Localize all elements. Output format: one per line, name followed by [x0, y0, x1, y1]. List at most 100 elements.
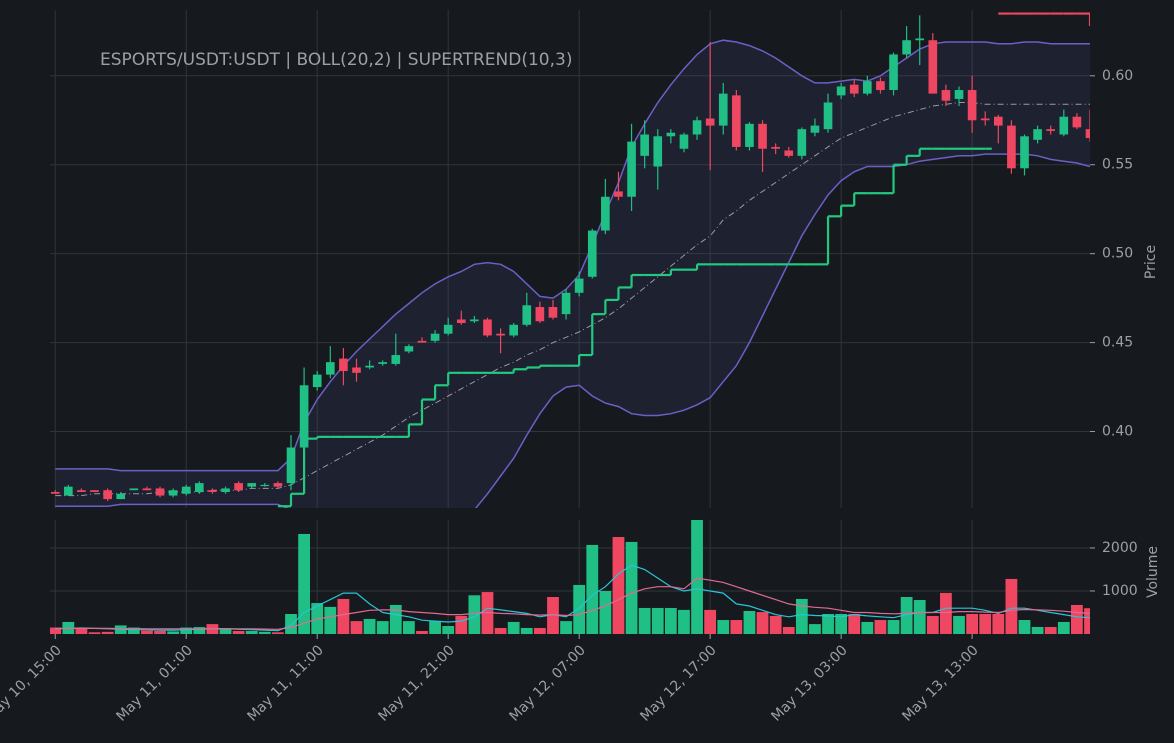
volume-bar	[599, 590, 612, 634]
volume-bar	[1084, 608, 1090, 634]
volume-bar	[1057, 621, 1070, 634]
volume-bar	[88, 632, 101, 634]
candle-body	[601, 196, 610, 231]
volume-bar	[455, 615, 468, 634]
volume-bar	[429, 621, 441, 634]
volume-bar	[245, 630, 258, 634]
volume-bar	[612, 536, 625, 634]
candle-body	[902, 40, 911, 55]
candle-body	[339, 358, 348, 372]
volume-bar	[874, 620, 887, 634]
candle-body	[90, 490, 99, 492]
candle-body	[666, 132, 676, 137]
candle-body	[954, 90, 964, 99]
volume-bar	[756, 612, 769, 634]
volume-bar	[704, 609, 717, 634]
volume-bar	[861, 621, 874, 634]
candle-body	[705, 118, 715, 126]
candle-body	[247, 483, 257, 487]
volume-bar	[1018, 620, 1031, 634]
candle-body	[587, 230, 597, 277]
candle-body	[365, 365, 374, 368]
volume-bar	[664, 607, 677, 634]
volume-bar	[363, 618, 376, 634]
volume-bar	[1031, 626, 1044, 634]
candle-body	[1072, 116, 1082, 128]
candle-body	[391, 355, 401, 364]
volume-bar	[887, 620, 900, 634]
candle-body	[876, 81, 885, 91]
volume-bar	[835, 613, 848, 634]
candle-body	[194, 483, 204, 492]
candle-body	[1020, 136, 1029, 169]
volume-bar	[402, 621, 415, 634]
volume-bar	[625, 541, 638, 634]
candle-body	[863, 81, 872, 94]
candle-body	[771, 146, 780, 149]
volume-bar	[298, 533, 310, 634]
candle-body	[732, 95, 741, 147]
volume-bar	[232, 630, 245, 634]
volume-bar	[154, 630, 166, 634]
volume-bar	[141, 630, 153, 634]
chart-title: ESPORTS/USDT:USDT | BOLL(20,2) | SUPERTR…	[100, 50, 572, 70]
volume-bar	[258, 631, 271, 634]
volume-bar	[795, 598, 808, 634]
x-tick-label: May 11, 01:00	[114, 642, 196, 724]
x-tick-label: May 10, 15:00	[0, 642, 65, 724]
candle-body	[1033, 129, 1042, 140]
volume-bar	[285, 613, 297, 634]
candle-body	[430, 333, 440, 341]
x-tick-label: May 11, 21:00	[375, 642, 457, 724]
candle-body	[1007, 125, 1016, 169]
volume-bar	[350, 621, 363, 634]
candle-body	[299, 385, 309, 448]
volume-bar	[442, 625, 455, 634]
volume-bar	[167, 631, 180, 634]
candle-body	[404, 346, 414, 352]
volume-bar	[966, 613, 979, 634]
candle-body	[810, 125, 820, 133]
volume-bar	[50, 627, 62, 634]
volume-bar	[979, 613, 992, 634]
y-tick-label: 0.50	[1102, 246, 1133, 262]
candle-body	[1059, 116, 1069, 135]
volume-bar	[651, 607, 664, 634]
candle-body	[797, 129, 807, 156]
y-tick-label: 0.60	[1102, 68, 1133, 84]
volume-bar	[900, 597, 913, 634]
volume-bar	[638, 607, 651, 634]
volume-bar	[101, 631, 114, 634]
volume-bar	[520, 627, 533, 634]
candle-body	[181, 486, 191, 494]
volume-bar	[769, 615, 782, 634]
candle-body	[993, 116, 1003, 126]
candle-body	[129, 488, 139, 491]
candle-body	[443, 324, 453, 334]
volume-bar	[127, 627, 140, 634]
volume-bar	[940, 592, 952, 634]
candle-body	[417, 340, 427, 343]
candle-body	[1085, 129, 1090, 139]
volume-bar	[678, 609, 690, 634]
volume-bar	[573, 584, 586, 634]
candle-body	[574, 278, 584, 293]
candle-body	[483, 319, 492, 336]
volume-bar	[743, 610, 756, 634]
y2-tick-label: 1000	[1102, 583, 1138, 599]
volume-bar	[324, 606, 337, 634]
volume-bar	[926, 615, 939, 634]
volume-bar	[376, 621, 389, 634]
candle-body	[103, 490, 112, 500]
volume-bar	[507, 621, 520, 634]
candle-body	[548, 307, 558, 318]
candle-body	[312, 374, 322, 388]
candle-body	[967, 90, 977, 121]
candle-body	[168, 490, 178, 496]
candle-body	[522, 305, 532, 325]
x-tick-label: May 13, 03:00	[768, 642, 850, 724]
bollinger-lower	[55, 153, 1090, 508]
candle-body	[692, 120, 702, 135]
y2-axis-label: Volume	[1145, 546, 1161, 598]
